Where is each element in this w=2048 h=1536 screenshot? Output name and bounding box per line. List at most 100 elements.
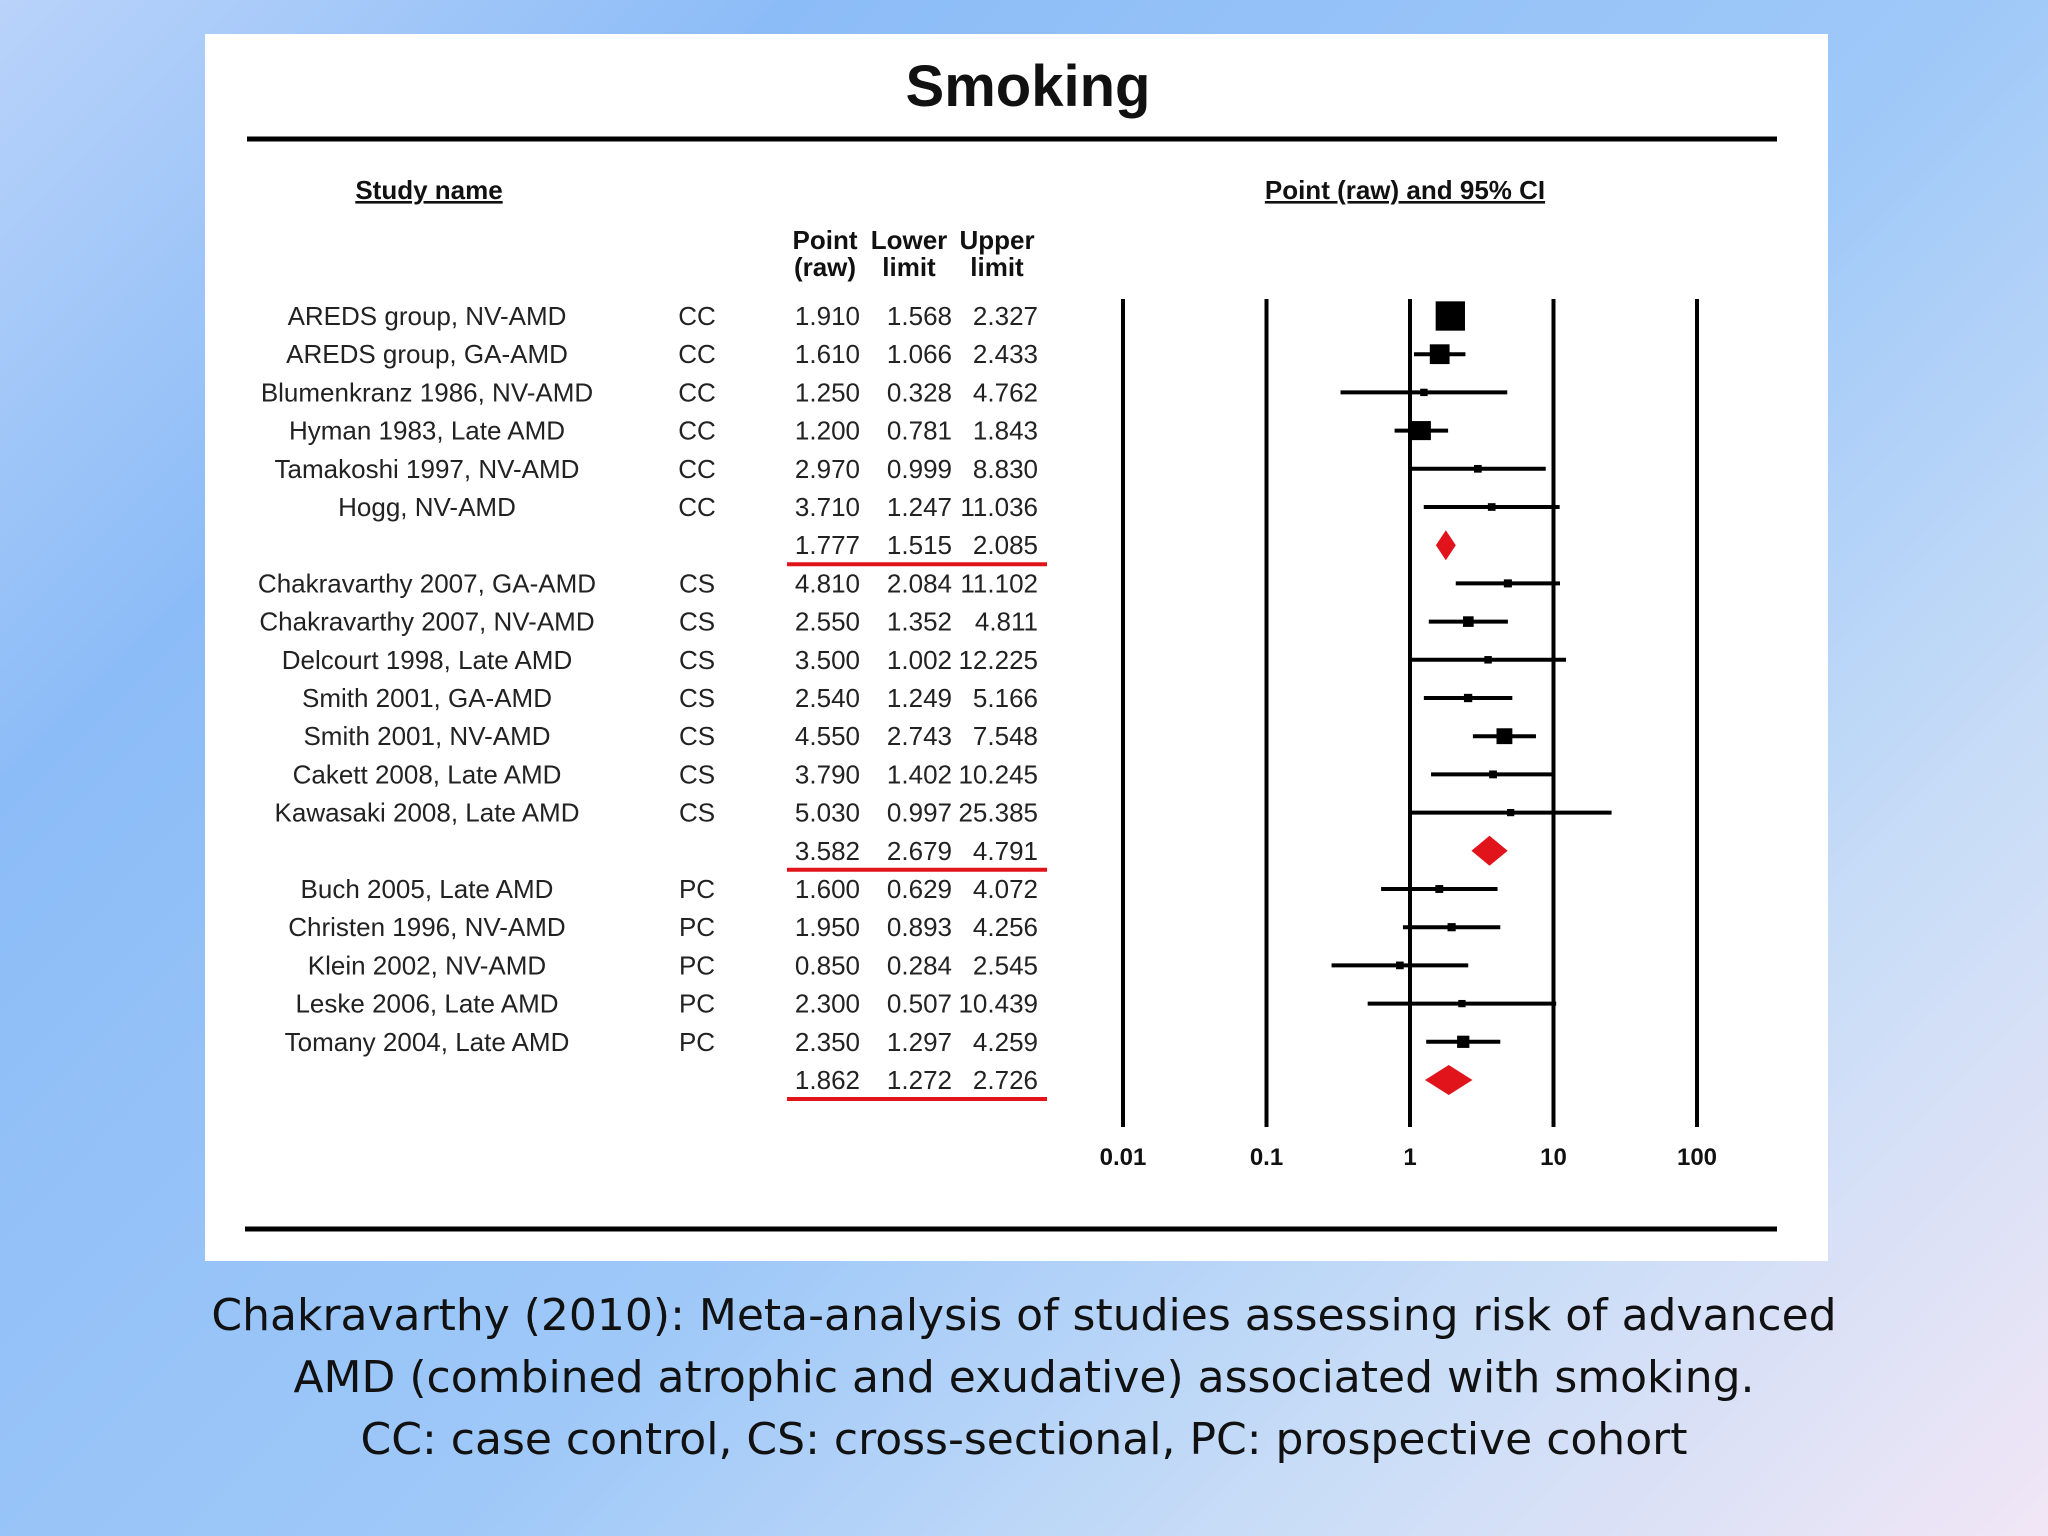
- point-square: [1447, 923, 1456, 932]
- study-name: Buch 2005, Late AMD: [301, 874, 554, 904]
- value-lower: 1.249: [887, 683, 952, 713]
- point-square: [1474, 464, 1482, 473]
- study-design: CC: [678, 454, 716, 484]
- study-name: Christen 1996, NV-AMD: [288, 912, 565, 942]
- point-square: [1463, 616, 1474, 627]
- study-design: PC: [679, 1027, 715, 1057]
- point-square: [1420, 388, 1428, 397]
- value-upper: 2.433: [973, 339, 1038, 369]
- value-lower: 0.507: [887, 989, 952, 1019]
- value-point: 1.610: [795, 339, 860, 369]
- study-design: CC: [678, 301, 716, 331]
- axis-tick-label-1: 1: [1403, 1144, 1416, 1171]
- value-upper: 4.256: [973, 912, 1038, 942]
- value-point: 2.540: [795, 683, 860, 713]
- header-plot: Point (raw) and 95% CI: [1265, 175, 1545, 205]
- value-upper: 4.072: [973, 874, 1038, 904]
- summary-diamond: [1424, 1065, 1473, 1095]
- value-upper: 12.225: [958, 645, 1038, 675]
- value-lower: 0.893: [887, 912, 952, 942]
- study-name: Blumenkranz 1986, NV-AMD: [261, 377, 593, 407]
- value-lower: 1.515: [887, 530, 952, 560]
- value-point: 2.550: [795, 607, 860, 637]
- point-square: [1496, 728, 1513, 745]
- study-design: CC: [678, 416, 716, 446]
- value-point: 1.600: [795, 874, 860, 904]
- value-lower: 0.997: [887, 798, 952, 828]
- value-point: 3.582: [795, 836, 860, 866]
- value-lower: 1.272: [887, 1065, 952, 1095]
- value-lower: 2.743: [887, 721, 952, 751]
- value-point: 3.790: [795, 759, 860, 789]
- forest-plot: Smoking Study name Point (raw) and 95% C…: [245, 54, 1777, 1232]
- value-upper: 1.843: [973, 416, 1038, 446]
- study-design: CC: [678, 492, 716, 522]
- caption-line-1: Chakravarthy (2010): Meta-analysis of st…: [211, 1290, 1837, 1341]
- study-design: CS: [679, 759, 715, 789]
- header-upper-bottom: limit: [970, 252, 1024, 282]
- study-design: PC: [679, 989, 715, 1019]
- study-name: Tomany 2004, Late AMD: [285, 1027, 570, 1057]
- study-design: CS: [679, 607, 715, 637]
- caption: Chakravarthy (2010): Meta-analysis of st…: [0, 1285, 2048, 1471]
- value-upper: 10.439: [958, 989, 1038, 1019]
- study-design: CC: [678, 339, 716, 369]
- header-point-bottom: (raw): [794, 252, 856, 282]
- caption-line-2: AMD (combined atrophic and exudative) as…: [293, 1352, 1755, 1403]
- value-lower: 0.284: [887, 950, 952, 980]
- plot-marks: [1331, 301, 1612, 1095]
- figure-panel: Smoking Study name Point (raw) and 95% C…: [205, 34, 1828, 1261]
- point-square: [1503, 579, 1512, 588]
- value-point: 3.710: [795, 492, 860, 522]
- value-upper: 2.085: [973, 530, 1038, 560]
- study-design: CS: [679, 798, 715, 828]
- value-upper: 11.036: [960, 492, 1038, 522]
- study-name: AREDS group, GA-AMD: [286, 339, 568, 369]
- point-square: [1396, 961, 1404, 970]
- value-point: 4.810: [795, 568, 860, 598]
- axis-tick-label-10: 10: [1540, 1144, 1567, 1171]
- axis-tick-label-0.1: 0.1: [1250, 1144, 1283, 1171]
- value-point: 2.350: [795, 1027, 860, 1057]
- value-lower: 0.629: [887, 874, 952, 904]
- header-lower-top: Lower: [871, 225, 948, 255]
- value-point: 1.862: [795, 1065, 860, 1095]
- point-square: [1457, 1035, 1470, 1048]
- study-design: PC: [679, 912, 715, 942]
- summary-diamond: [1471, 835, 1508, 866]
- study-name: Kawasaki 2008, Late AMD: [275, 798, 580, 828]
- value-point: 3.500: [795, 645, 860, 675]
- point-square: [1487, 503, 1496, 511]
- header-lower-bottom: limit: [882, 252, 936, 282]
- value-point: 1.200: [795, 416, 860, 446]
- study-name: Klein 2002, NV-AMD: [308, 950, 546, 980]
- study-name: Cakett 2008, Late AMD: [293, 759, 562, 789]
- value-point: 2.970: [795, 454, 860, 484]
- value-lower: 0.999: [887, 454, 952, 484]
- study-design: PC: [679, 950, 715, 980]
- point-square: [1489, 770, 1497, 779]
- study-name: Chakravarthy 2007, GA-AMD: [258, 568, 596, 598]
- point-square: [1463, 693, 1473, 703]
- value-upper: 2.726: [973, 1065, 1038, 1095]
- value-point: 0.850: [795, 950, 860, 980]
- value-upper: 25.385: [958, 798, 1038, 828]
- summary-diamond: [1435, 530, 1456, 561]
- value-lower: 2.679: [887, 836, 952, 866]
- value-upper: 5.166: [973, 683, 1038, 713]
- value-point: 1.950: [795, 912, 860, 942]
- value-upper: 4.762: [973, 377, 1038, 407]
- value-upper: 7.548: [973, 721, 1038, 751]
- value-upper: 4.791: [973, 836, 1038, 866]
- plot-axis: 0.01 0.1 1 10 100: [1100, 299, 1717, 1171]
- study-rows: AREDS group, NV-AMD CC 1.910 1.568 2.327 ARED…: [258, 301, 1047, 1101]
- value-lower: 1.247: [887, 492, 952, 522]
- value-lower: 1.066: [887, 339, 952, 369]
- chart-title: Smoking: [906, 54, 1151, 119]
- value-upper: 2.545: [973, 950, 1038, 980]
- value-lower: 1.568: [887, 301, 952, 331]
- value-lower: 1.352: [887, 607, 952, 637]
- value-lower: 1.297: [887, 1027, 952, 1057]
- value-upper: 4.259: [973, 1027, 1038, 1057]
- value-upper: 8.830: [973, 454, 1038, 484]
